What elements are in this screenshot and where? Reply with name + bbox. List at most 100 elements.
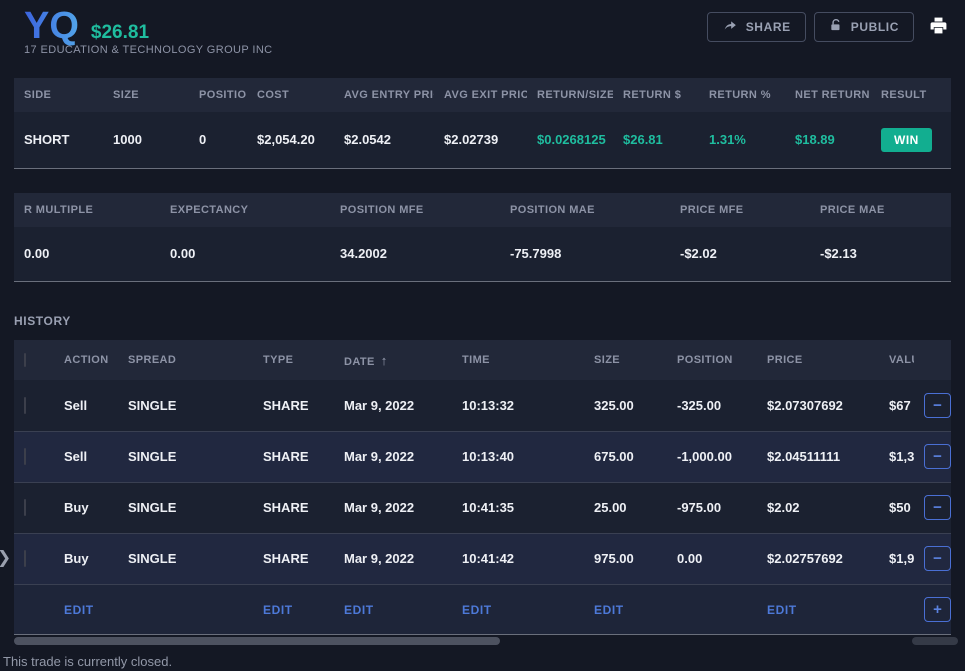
- edit-type-link[interactable]: EDIT: [263, 602, 293, 617]
- col-header-return-dollar: RETURN $: [613, 78, 699, 112]
- col-header-action[interactable]: ACTION: [54, 340, 118, 380]
- edit-price-link[interactable]: EDIT: [767, 602, 797, 617]
- cost-value: $2,054.20: [247, 112, 334, 168]
- col-header-hist-size[interactable]: SIZE: [584, 340, 667, 380]
- r-multiple-value: 0.00: [14, 226, 160, 282]
- public-button[interactable]: PUBLIC: [813, 12, 914, 42]
- remove-execution-button[interactable]: −: [924, 546, 951, 571]
- add-execution-button[interactable]: +: [924, 596, 951, 622]
- action-cell: Buy: [54, 532, 118, 584]
- history-edit-row: EDIT EDIT EDIT EDIT EDIT EDIT +: [14, 583, 951, 634]
- return-dollar-value: $26.81: [613, 112, 699, 168]
- col-header-result: RESULT: [871, 78, 951, 112]
- ticker-symbol: YQ: [24, 5, 79, 47]
- col-header-position-mfe: POSITION MFE: [330, 192, 500, 227]
- date-cell: Mar 9, 2022: [334, 532, 452, 584]
- size-value: 1000: [103, 112, 189, 168]
- value-cell: $50: [879, 481, 914, 533]
- scrollbar-thumb[interactable]: [14, 636, 500, 645]
- history-section-title: HISTORY: [14, 314, 71, 328]
- side-value: SHORT: [14, 112, 103, 168]
- value-cell: $1,3: [879, 430, 914, 482]
- remove-execution-button[interactable]: −: [924, 495, 951, 520]
- size-cell: 675.00: [584, 430, 667, 482]
- summary-header-row: SIDE SIZE POSITION COST AVG ENTRY PRICE …: [14, 78, 951, 112]
- position-mfe-value: 34.2002: [330, 226, 500, 282]
- position-cell: 0.00: [667, 532, 757, 584]
- price-mfe-value: -$2.02: [670, 226, 810, 282]
- trade-summary-table: SIDE SIZE POSITION COST AVG ENTRY PRICE …: [14, 78, 951, 169]
- ticker-block: YQ $26.81 17 EDUCATION & TECHNOLOGY GROU…: [24, 6, 273, 56]
- col-header-position-mae: POSITION MAE: [500, 192, 670, 227]
- row-checkbox[interactable]: [24, 550, 26, 567]
- type-cell: SHARE: [253, 430, 334, 482]
- col-header-size: SIZE: [103, 78, 189, 112]
- col-header-net-return: NET RETURN: [785, 78, 871, 112]
- row-checkbox[interactable]: [24, 396, 26, 414]
- date-cell: Mar 9, 2022: [334, 430, 452, 482]
- type-cell: SHARE: [253, 481, 334, 533]
- position-cell: -975.00: [667, 481, 757, 533]
- share-button-label: SHARE: [745, 20, 791, 34]
- position-cell: -325.00: [667, 380, 757, 431]
- remove-execution-button[interactable]: −: [924, 392, 951, 418]
- result-win-badge: WIN: [881, 127, 932, 152]
- col-header-spread[interactable]: SPREAD: [118, 340, 253, 380]
- col-header-value[interactable]: VALU: [879, 340, 914, 380]
- time-cell: 10:41:42: [452, 532, 584, 584]
- col-header-type[interactable]: TYPE: [253, 340, 334, 380]
- history-table: ACTION SPREAD TYPE DATE ↑ TIME SIZE POSIT…: [14, 340, 951, 635]
- price-mae-value: -$2.13: [810, 226, 951, 282]
- select-all-checkbox[interactable]: [24, 353, 26, 367]
- col-header-date[interactable]: DATE ↑: [334, 340, 452, 380]
- print-button[interactable]: [922, 12, 951, 38]
- history-row: Buy SINGLE SHARE Mar 9, 2022 10:41:42 97…: [14, 532, 951, 584]
- price-cell: $2.04511111: [757, 430, 879, 482]
- net-return-value: $18.89: [785, 112, 871, 168]
- edit-action-link[interactable]: EDIT: [64, 602, 94, 617]
- col-header-return-pct: RETURN %: [699, 78, 785, 112]
- col-header-price[interactable]: PRICE: [757, 340, 879, 380]
- sidebar-expand-chevron-icon[interactable]: ❯: [0, 543, 11, 573]
- action-cell: Sell: [54, 380, 118, 431]
- history-row: Sell SINGLE SHARE Mar 9, 2022 10:13:32 3…: [14, 380, 951, 431]
- expectancy-value: 0.00: [160, 226, 330, 282]
- trade-status-text: This trade is currently closed.: [3, 653, 173, 669]
- col-header-side: SIDE: [14, 78, 103, 112]
- col-header-return-size: RETURN/SIZE: [527, 78, 613, 112]
- trade-return-amount: $26.81: [90, 22, 150, 43]
- spread-cell: SINGLE: [118, 380, 253, 431]
- position-cell: -1,000.00: [667, 430, 757, 482]
- history-row: Buy SINGLE SHARE Mar 9, 2022 10:41:35 25…: [14, 481, 951, 533]
- col-header-hist-position[interactable]: POSITION: [667, 340, 757, 380]
- share-button[interactable]: SHARE: [706, 12, 806, 42]
- remove-execution-button[interactable]: −: [924, 444, 951, 469]
- col-header-avg-exit-price: AVG EXIT PRICE: [434, 78, 527, 112]
- spread-cell: SINGLE: [118, 532, 253, 584]
- header-actions: SHARE PUBLIC: [706, 6, 951, 56]
- edit-time-link[interactable]: EDIT: [462, 602, 492, 617]
- size-cell: 975.00: [584, 532, 667, 584]
- edit-date-link[interactable]: EDIT: [344, 602, 374, 617]
- edit-size-link[interactable]: EDIT: [594, 602, 624, 617]
- col-header-cost: COST: [247, 78, 334, 112]
- col-header-expectancy: EXPECTANCY: [160, 192, 330, 227]
- spread-cell: SINGLE: [118, 430, 253, 482]
- col-header-avg-entry-price: AVG ENTRY PRICE: [334, 78, 434, 112]
- col-header-time[interactable]: TIME: [452, 340, 584, 380]
- trade-stats-table: R MULTIPLE EXPECTANCY POSITION MFE POSIT…: [14, 192, 951, 282]
- printer-icon: [928, 17, 949, 38]
- stats-header-row: R MULTIPLE EXPECTANCY POSITION MFE POSIT…: [14, 192, 951, 227]
- row-checkbox[interactable]: [24, 448, 26, 465]
- value-cell: $1,9: [879, 532, 914, 584]
- price-cell: $2.02757692: [757, 532, 879, 584]
- type-cell: SHARE: [253, 380, 334, 431]
- price-cell: $2.02: [757, 481, 879, 533]
- scrollbar-corner: [912, 636, 958, 645]
- row-checkbox[interactable]: [24, 499, 26, 516]
- public-button-label: PUBLIC: [850, 20, 899, 34]
- history-horizontal-scrollbar: [14, 636, 958, 645]
- price-cell: $2.07307692: [757, 380, 879, 431]
- value-cell: $67: [879, 380, 914, 431]
